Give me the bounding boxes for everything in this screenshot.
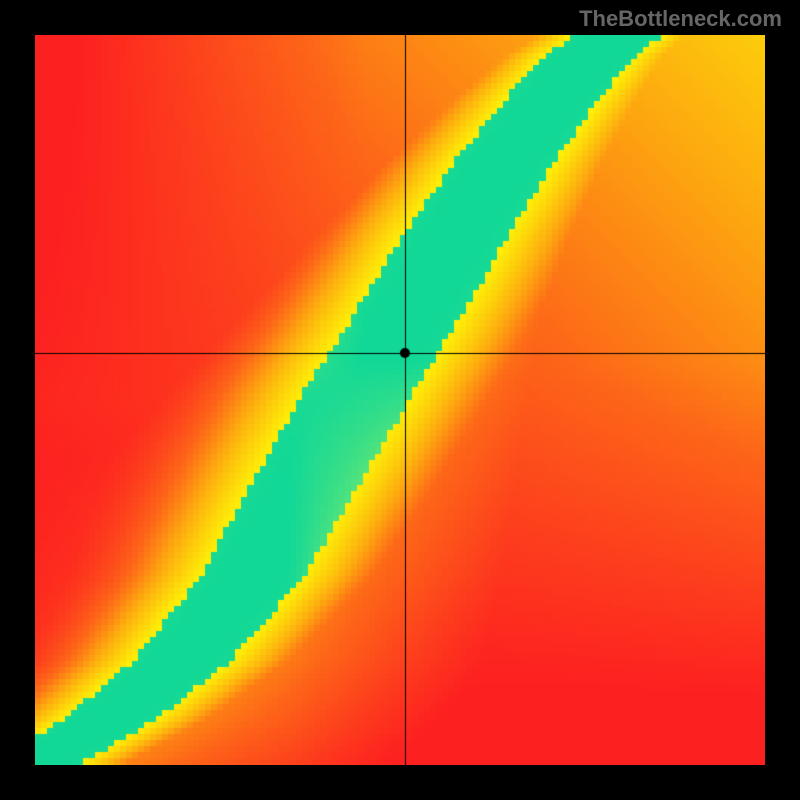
chart-container: TheBottleneck.com — [0, 0, 800, 800]
watermark-text: TheBottleneck.com — [579, 6, 782, 32]
heatmap-canvas — [35, 35, 765, 765]
